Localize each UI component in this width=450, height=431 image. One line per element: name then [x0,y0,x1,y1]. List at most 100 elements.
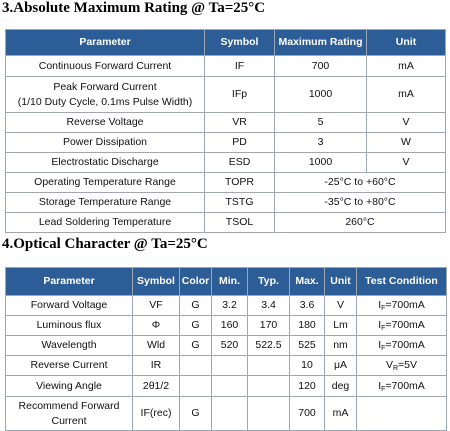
cond-symbol: I [378,379,382,392]
cell-parameter: Forward Voltage [5,295,133,316]
cell-parameter: Electrostatic Discharge [5,152,205,173]
table-row: Wavelength Wld G 520 522.5 525 nm IF=700… [5,335,447,356]
table-row: Power Dissipation PD 3 W [5,132,446,153]
cell-max: 10 [289,355,325,376]
cell-parameter: Storage Temperature Range [5,192,205,213]
cond-value: =700mA [385,339,425,352]
cell-symbol: IF(rec) [132,396,180,431]
header-min: Min. [211,267,248,296]
table-row: Reverse Voltage VR 5 V [5,112,446,133]
cell-parameter: Lead Soldering Temperature [5,212,205,233]
cell-rating: 5 [274,112,367,133]
header-symbol: Symbol [204,29,275,56]
cell-unit: V [366,112,446,133]
cell-parameter-line2: (1/10 Duty Cycle, 0.1ms Pulse Width) [17,95,193,108]
cell-typ: 3.4 [247,295,290,316]
cell-parameter-line1: Peak Forward Current [53,81,157,94]
table-row: Peak Forward Current (1/10 Duty Cycle, 0… [5,76,446,113]
cell-parameter-line1: Recommend Forward [18,400,120,413]
table-header-row: Parameter Symbol Maximum Rating Unit [5,29,446,56]
cell-min [211,396,248,431]
cell-unit: nm [324,335,357,356]
cell-symbol: Φ [132,315,180,336]
cell-parameter: Luminous flux [5,315,133,336]
cond-subscript: F [381,345,386,353]
cell-color: G [179,335,212,356]
table-row: Storage Temperature Range TSTG -35°C to … [5,192,446,213]
cell-min: 520 [211,335,248,356]
cell-unit: mA [366,76,446,113]
cell-symbol: 2θ1/2 [132,375,180,397]
cell-symbol: IF [204,55,275,77]
cell-symbol: ESD [204,152,275,173]
cond-value: =700mA [385,319,425,332]
optical-character-table: Parameter Symbol Color Min. Typ. Max. Un… [5,267,447,431]
cell-min: 3.2 [211,295,248,316]
cell-parameter: Wavelength [5,335,133,356]
cell-parameter: Reverse Voltage [5,112,205,133]
cell-unit: W [366,132,446,153]
cell-typ: 522.5 [247,335,290,356]
cond-value: =700mA [385,299,425,312]
cell-symbol: TSTG [204,192,275,213]
cell-parameter: Power Dissipation [5,132,205,153]
cell-typ [247,375,290,397]
header-unit: Unit [324,267,357,296]
cell-typ [247,355,290,376]
cell-rating: -35°C to +80°C [274,192,446,213]
cell-symbol: VR [204,112,275,133]
cond-value: =700mA [385,379,425,392]
cell-color [179,375,212,397]
table-row: Viewing Angle 2θ1/2 120 deg IF=700mA [5,375,447,397]
cell-rating: 700 [274,55,367,77]
cell-symbol: Wld [132,335,180,356]
cell-max: 525 [289,335,325,356]
table-row: Recommend Forward Current IF(rec) G 700 … [5,396,447,431]
cell-unit: deg [324,375,357,397]
table-row: Continuous Forward Current IF 700 mA [5,55,446,77]
cell-test-condition: IF=700mA [356,295,447,316]
header-parameter: Parameter [5,29,205,56]
cond-subscript: F [381,385,386,393]
cell-rating: 1000 [274,76,367,113]
section-title-optical-character: 4.Optical Character @ Ta=25°C [2,236,208,252]
cell-color [179,355,212,376]
table-row: Forward Voltage VF G 3.2 3.4 3.6 V IF=70… [5,295,447,316]
cell-rating: 260°C [274,212,446,233]
cell-symbol: PD [204,132,275,153]
header-maximum-rating: Maximum Rating [274,29,367,56]
cond-symbol: I [378,319,382,332]
cond-symbol: I [378,339,382,352]
table-row: Operating Temperature Range TOPR -25°C t… [5,172,446,193]
cond-subscript: F [381,305,386,313]
table-row: Luminous flux Φ G 160 170 180 Lm IF=700m… [5,315,447,336]
cell-min: 160 [211,315,248,336]
cell-parameter: Continuous Forward Current [5,55,205,77]
cond-symbol: V [385,359,393,372]
cell-color: G [179,295,212,316]
cell-rating: 1000 [274,152,367,173]
cell-parameter: Reverse Current [5,355,133,376]
cell-color: G [179,315,212,336]
section-title-absolute-maximum-rating: 3.Absolute Maximum Rating @ Ta=25°C [2,0,266,16]
cell-symbol: VF [132,295,180,316]
cond-value: =5V [398,359,418,372]
cell-symbol: TSOL [204,212,275,233]
cell-unit: mA [324,396,357,431]
header-parameter: Parameter [5,267,133,296]
cell-unit: μA [324,355,357,376]
cell-typ: 170 [247,315,290,336]
cell-parameter: Recommend Forward Current [5,396,133,431]
absolute-maximum-rating-table: Parameter Symbol Maximum Rating Unit Con… [5,29,446,233]
cell-rating: -25°C to +60°C [274,172,446,193]
table-row: Reverse Current IR 10 μA VR=5V [5,355,447,376]
cell-parameter: Peak Forward Current (1/10 Duty Cycle, 0… [5,76,205,113]
cell-test-condition: IF=700mA [356,315,447,336]
header-color: Color [179,267,212,296]
cell-unit: V [366,152,446,173]
cell-max: 3.6 [289,295,325,316]
header-test-condition: Test Condition [356,267,447,296]
cell-max: 700 [289,396,325,431]
cond-subscript: R [392,365,399,373]
cell-test-condition: IF=700mA [356,375,447,397]
